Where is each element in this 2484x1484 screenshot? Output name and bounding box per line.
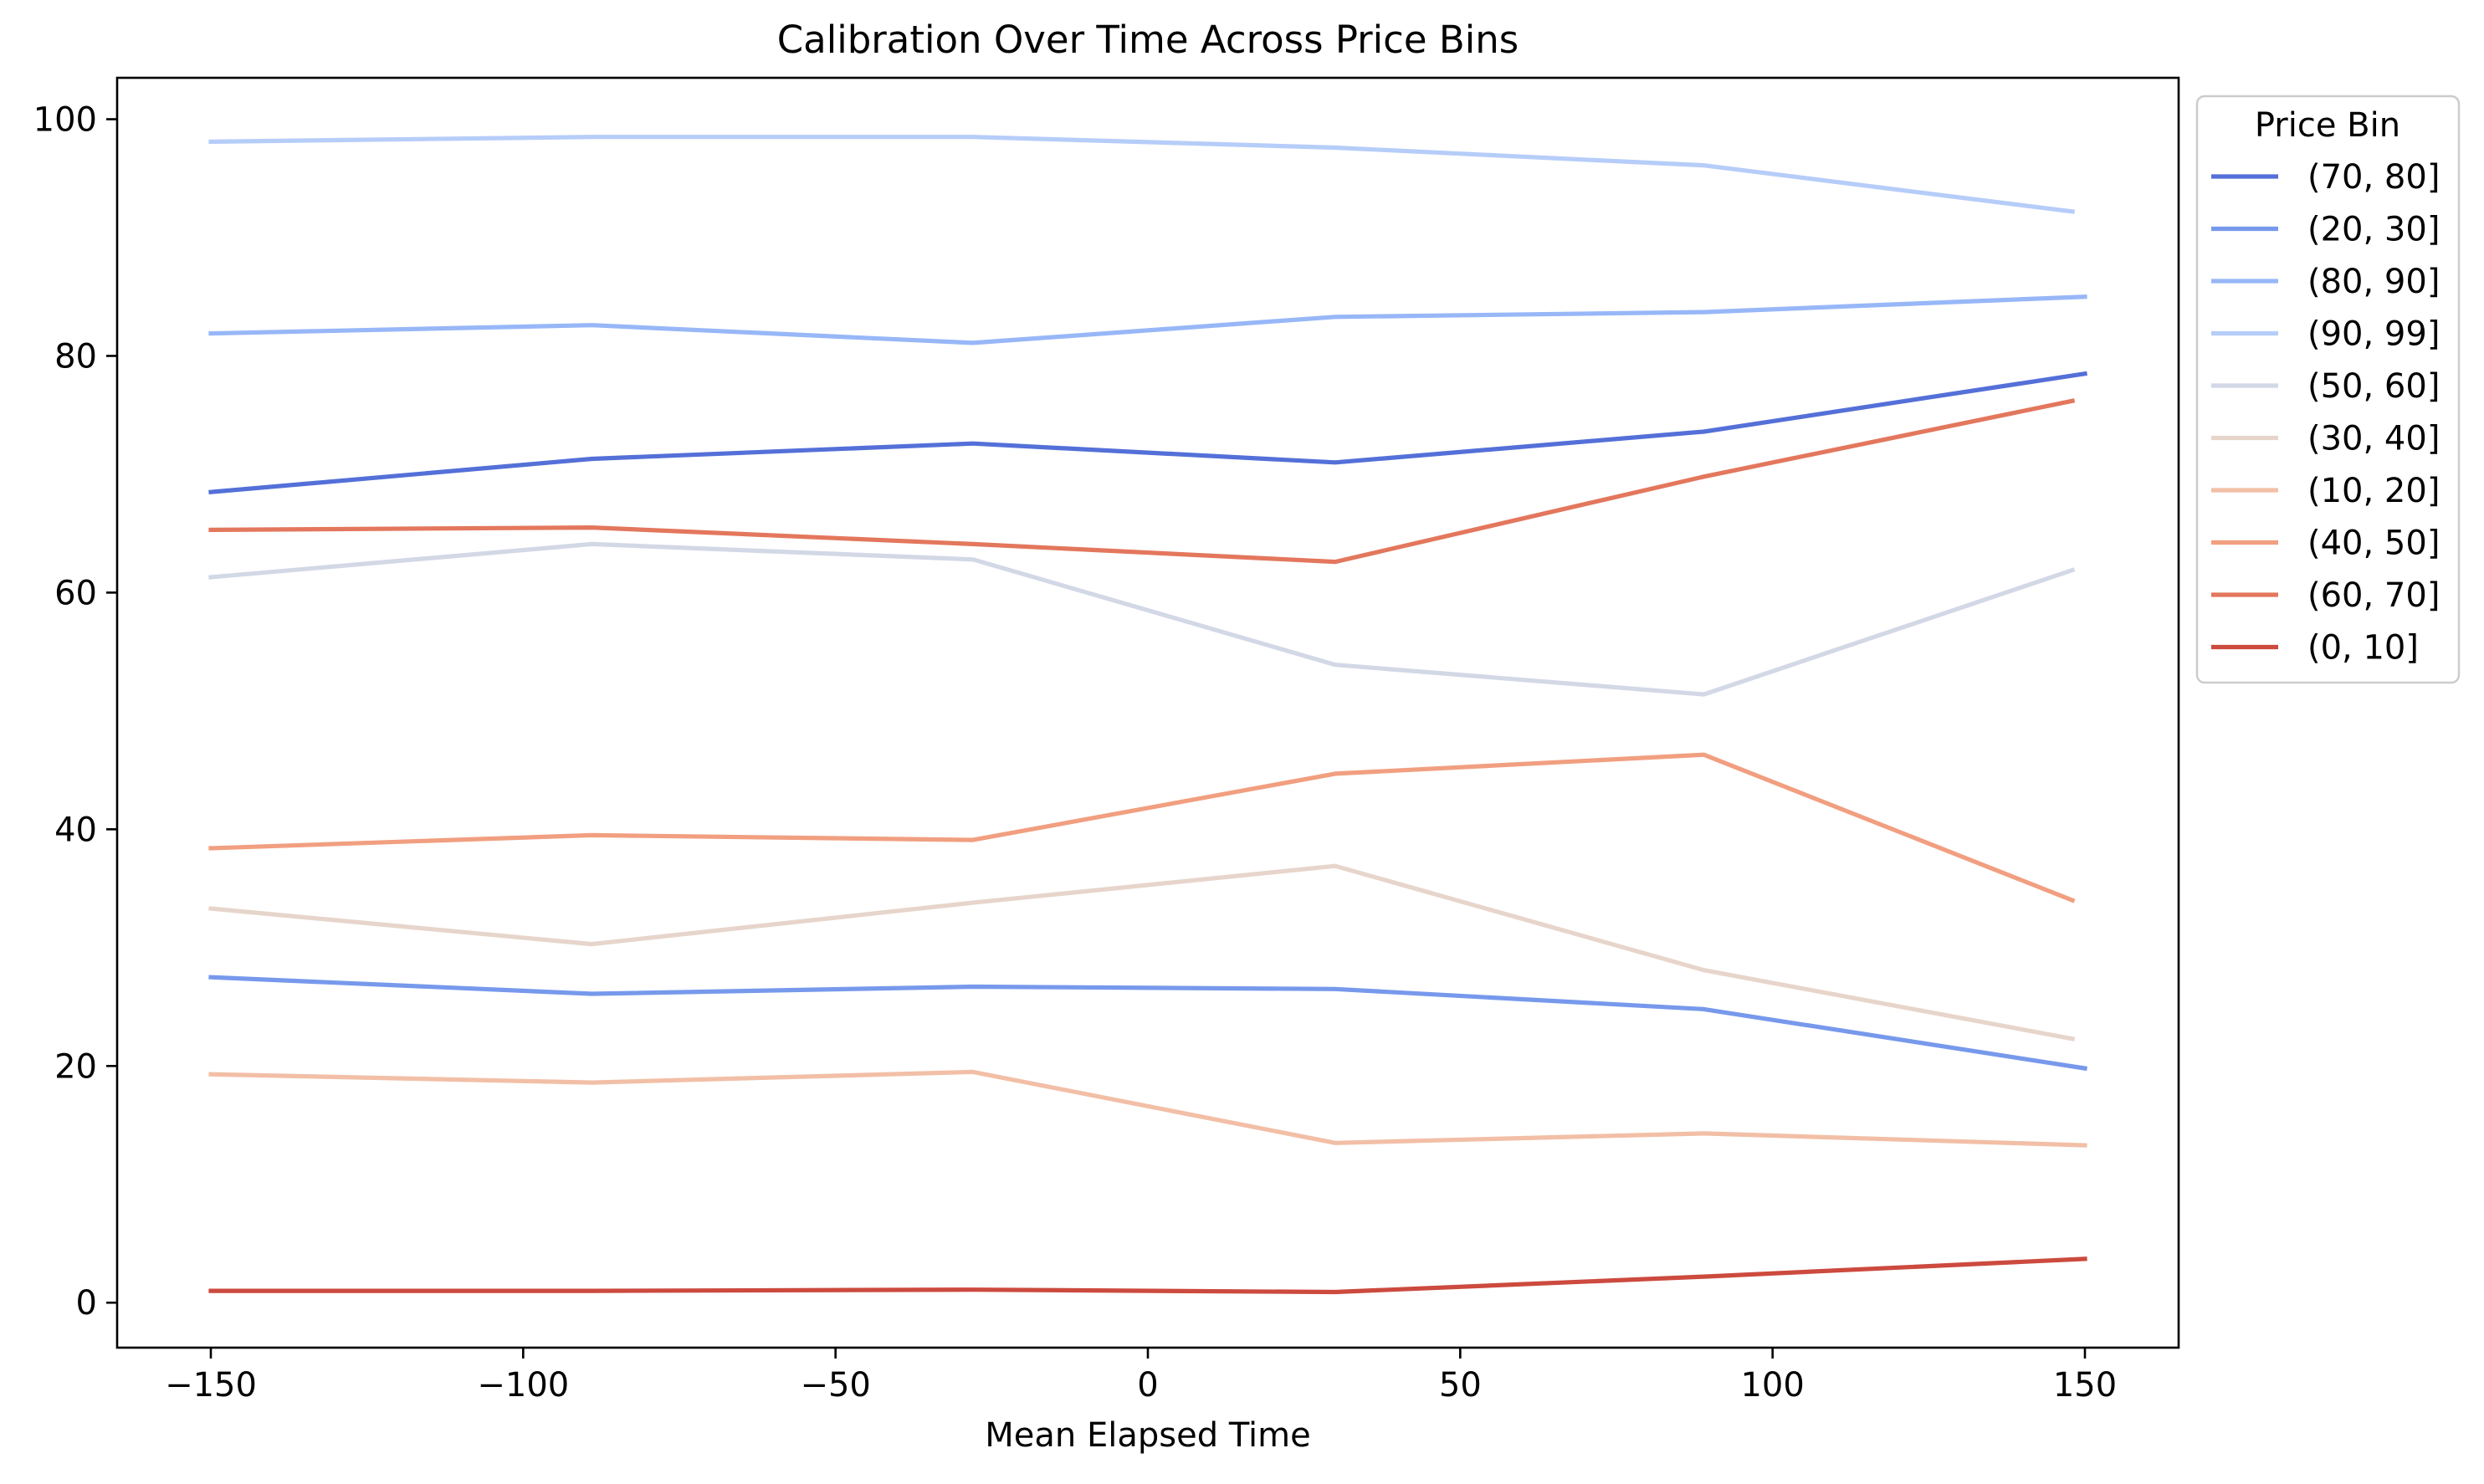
legend-label-3: (90, 99] <box>2307 315 2440 354</box>
legend: Price Bin (70, 80] (20, 30] (80, 90] (90, 9… <box>2195 95 2461 684</box>
y-tick-label: 0 <box>76 1284 97 1323</box>
x-tick-label: 50 <box>1439 1366 1482 1405</box>
legend-label-5: (30, 40] <box>2307 420 2440 458</box>
chart-title: Calibration Over Time Across Price Bins <box>777 18 1519 62</box>
y-tick-label: 100 <box>33 101 97 140</box>
y-tick-label: 80 <box>54 337 97 376</box>
series-line-5 <box>208 863 2076 1041</box>
series-line-2 <box>208 294 2087 345</box>
legend-box <box>2195 95 2461 684</box>
legend-label-0: (70, 80] <box>2307 158 2440 197</box>
series-line-4 <box>208 541 2076 697</box>
series-line-3 <box>208 135 2076 214</box>
legend-label-9: (0, 10] <box>2307 629 2419 668</box>
legend-label-2: (80, 90] <box>2307 263 2440 301</box>
x-axis-label: Mean Elapsed Time <box>985 1416 1310 1455</box>
x-tick-label: −150 <box>165 1366 257 1405</box>
x-tick-label: −100 <box>477 1366 569 1405</box>
y-tick-label: 40 <box>54 811 97 849</box>
x-axis: −150 −100 −50 0 50 100 150 <box>165 1348 2117 1405</box>
legend-items: (70, 80] (20, 30] (80, 90] (90, 99] (50, 60]… <box>2211 158 2440 668</box>
x-tick-label: −50 <box>800 1366 870 1405</box>
series-line-9 <box>208 1256 2087 1295</box>
series-line-6 <box>208 1069 2087 1148</box>
x-tick-label: 100 <box>1740 1366 1804 1405</box>
legend-label-8: (60, 70] <box>2307 576 2440 615</box>
series-line-1 <box>208 975 2087 1072</box>
series-line-0 <box>208 371 2087 495</box>
x-tick-label: 150 <box>2053 1366 2117 1405</box>
x-tick-label: 0 <box>1137 1366 1158 1405</box>
series-layer <box>208 135 2087 1295</box>
y-tick-label: 20 <box>54 1047 97 1086</box>
legend-label-6: (10, 20] <box>2307 472 2440 510</box>
y-axis: 0 20 40 60 80 100 <box>33 101 117 1323</box>
legend-title: Price Bin <box>2255 106 2400 145</box>
legend-label-1: (20, 30] <box>2307 211 2440 249</box>
y-tick-label: 60 <box>54 574 97 612</box>
series-line-8 <box>208 398 2076 565</box>
legend-label-4: (50, 60] <box>2307 367 2440 406</box>
series-line-7 <box>208 752 2076 903</box>
legend-label-7: (40, 50] <box>2307 525 2440 563</box>
